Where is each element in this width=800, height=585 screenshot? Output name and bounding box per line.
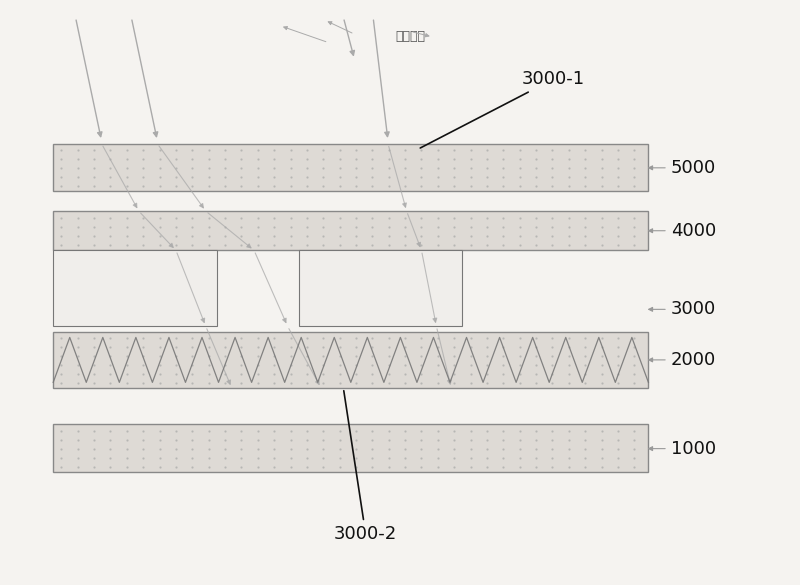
Bar	[53, 211, 649, 250]
Bar	[53, 332, 649, 388]
Text: 3000: 3000	[649, 300, 716, 318]
Text: 3000-1: 3000-1	[420, 70, 585, 148]
Bar	[298, 250, 462, 326]
Text: 4000: 4000	[649, 222, 716, 240]
Text: 1000: 1000	[649, 439, 716, 457]
Bar	[53, 144, 649, 191]
Bar	[53, 425, 649, 472]
Text: 3000-2: 3000-2	[334, 391, 398, 543]
Bar	[53, 250, 217, 326]
Text: 太阳光线: 太阳光线	[395, 30, 426, 43]
Text: 2000: 2000	[649, 351, 716, 369]
Text: 5000: 5000	[649, 159, 716, 177]
